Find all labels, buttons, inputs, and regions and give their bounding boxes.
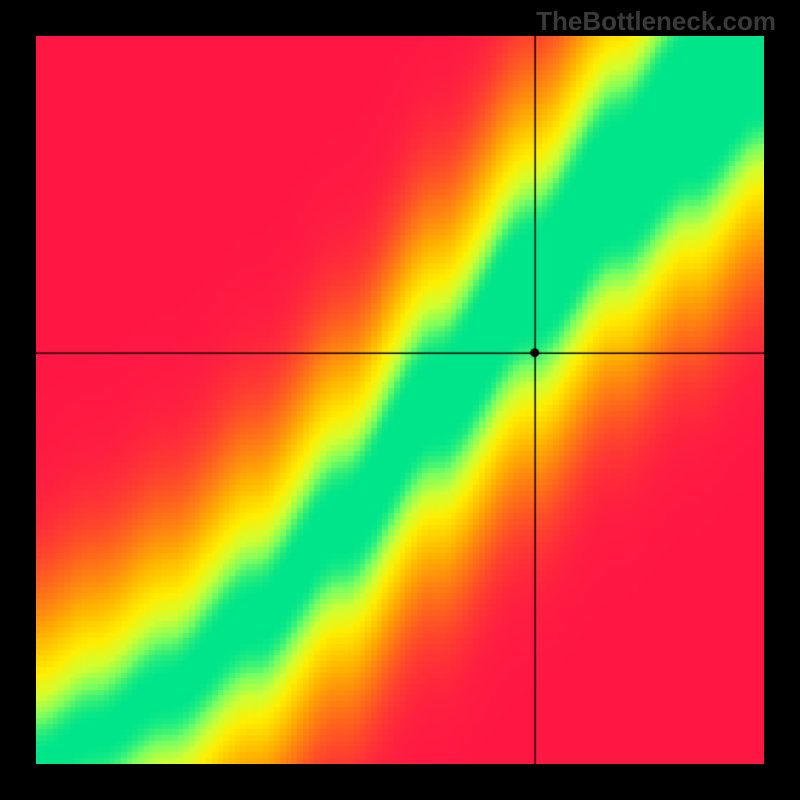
chart-container: TheBottleneck.com <box>0 0 800 800</box>
watermark-text: TheBottleneck.com <box>536 6 776 37</box>
heatmap-canvas <box>36 36 764 764</box>
